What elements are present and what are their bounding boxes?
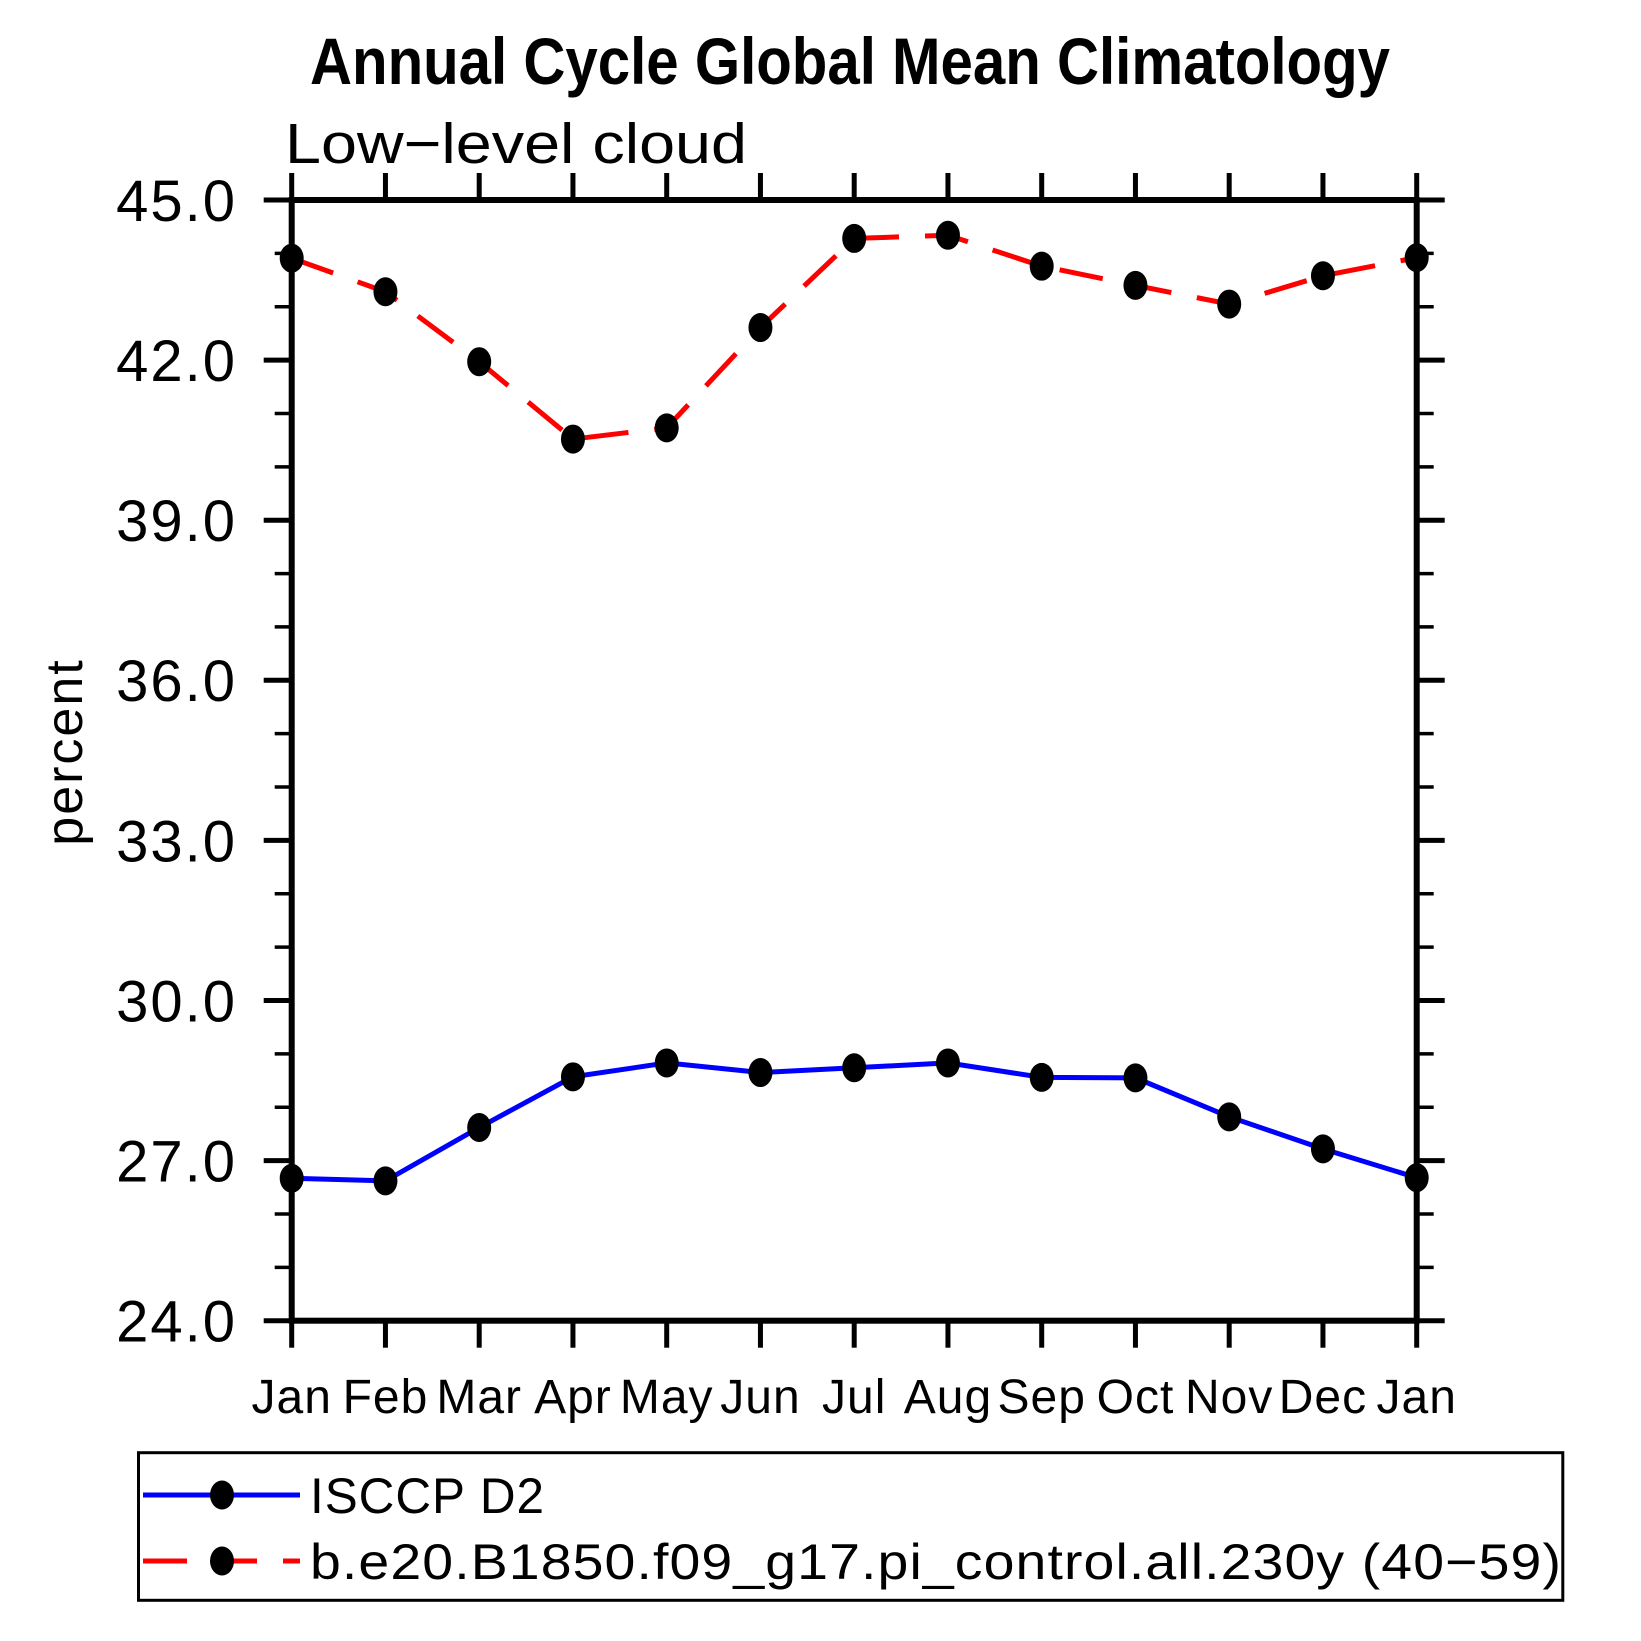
data-point-marker	[842, 1053, 867, 1083]
y-tick-label: 30.0	[116, 969, 237, 1034]
data-point-marker	[1217, 289, 1242, 319]
data-point-marker	[935, 220, 960, 250]
y-tick-label: 45.0	[116, 169, 237, 234]
data-point-marker	[1310, 1134, 1335, 1164]
x-tick-label: Aug	[904, 1371, 992, 1424]
legend-marker	[210, 1546, 234, 1576]
data-point-marker	[279, 243, 304, 273]
x-tick-label: Jan	[252, 1371, 332, 1424]
x-tick-label: Oct	[1097, 1371, 1175, 1424]
x-tick-label: Nov	[1185, 1371, 1273, 1424]
data-point-marker	[560, 1062, 585, 1092]
data-point-marker	[654, 1048, 679, 1078]
data-point-marker	[373, 277, 398, 307]
y-tick-label: 24.0	[116, 1290, 237, 1355]
data-point-marker	[654, 413, 679, 443]
chart-subtitle: Low−level cloud	[285, 112, 747, 176]
x-tick-label: Jul	[822, 1371, 886, 1424]
data-point-marker	[1123, 270, 1148, 300]
x-tick-label: Jun	[720, 1371, 800, 1424]
legend-marker	[210, 1480, 234, 1510]
x-tick-label: Dec	[1279, 1371, 1367, 1424]
data-point-marker	[1404, 243, 1429, 273]
data-point-marker	[748, 313, 773, 343]
legend-box: ISCCP D2 b.e20.B1850.f09_g17.pi_control.a…	[137, 1451, 1565, 1602]
legend-label: b.e20.B1850.f09_g17.pi_control.all.230y …	[310, 1534, 1562, 1590]
x-tick-label: Feb	[343, 1371, 429, 1424]
data-point-marker	[560, 424, 585, 454]
data-point-marker	[1123, 1063, 1148, 1093]
data-point-marker	[467, 347, 492, 377]
data-point-marker	[1310, 261, 1335, 291]
y-tick-label: 27.0	[116, 1129, 237, 1194]
data-point-marker	[279, 1163, 304, 1193]
data-point-marker	[842, 223, 867, 253]
x-tick-label: Mar	[436, 1371, 522, 1424]
x-tick-label: Sep	[997, 1371, 1085, 1424]
x-tick-label: Jan	[1377, 1371, 1457, 1424]
y-tick-label: 42.0	[116, 329, 237, 394]
y-tick-label: 39.0	[116, 489, 237, 554]
legend-border	[137, 1451, 1565, 1602]
y-tick-label: 36.0	[116, 649, 237, 714]
data-point-marker	[748, 1058, 773, 1088]
chart-title: Annual Cycle Global Mean Climatology	[310, 24, 1390, 98]
data-point-marker	[1217, 1102, 1242, 1132]
x-tick-label: May	[620, 1371, 714, 1424]
data-point-marker	[467, 1113, 492, 1143]
data-point-marker	[1029, 251, 1054, 281]
x-tick-label: Apr	[534, 1371, 612, 1424]
data-point-marker	[1029, 1062, 1054, 1092]
data-point-marker	[1404, 1163, 1429, 1193]
y-axis-title: percent	[36, 658, 94, 845]
data-point-marker	[935, 1048, 960, 1078]
y-tick-label: 33.0	[116, 809, 237, 874]
series-line-dashed	[290, 232, 1418, 442]
legend-label: ISCCP D2	[310, 1468, 545, 1524]
plot-border	[288, 197, 1420, 1324]
data-point-marker	[373, 1166, 398, 1196]
data-series	[279, 220, 1429, 1196]
